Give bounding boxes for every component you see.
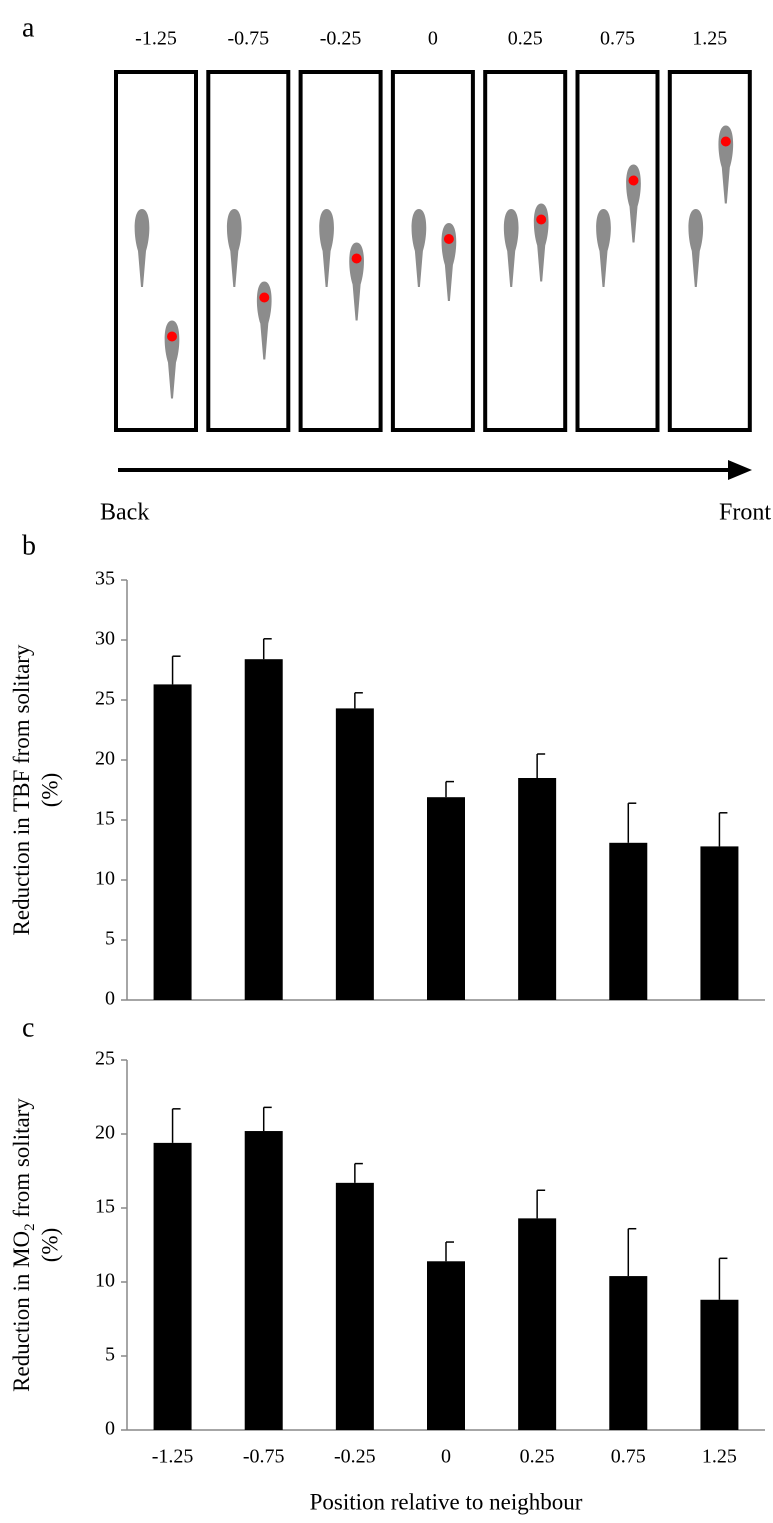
position-label: 0.25 (508, 28, 543, 50)
y-tick-label: 25 (95, 1048, 115, 1070)
bar (518, 1218, 557, 1430)
front-label: Front (719, 500, 771, 526)
y-axis-unit: (%) (37, 1228, 62, 1262)
bar (609, 842, 648, 1000)
x-tick-label: -1.25 (152, 1446, 194, 1468)
bar (427, 797, 465, 1000)
position-box (390, 70, 475, 432)
y-tick-label: 20 (95, 1122, 115, 1144)
y-tick-label: 15 (95, 1196, 115, 1218)
arrow-head (728, 460, 752, 480)
focal-marker (167, 331, 177, 342)
position-box (114, 70, 198, 432)
reference-fish (411, 209, 427, 287)
reference-fish (596, 209, 611, 287)
position-box (575, 70, 660, 432)
y-tick-label: 15 (95, 808, 115, 830)
y-axis-label: Reduction in TBF from solitary (9, 644, 34, 935)
y-label-after: from solitary (9, 1098, 34, 1224)
y-tick-label: 5 (105, 1344, 115, 1366)
focal-marker (259, 292, 270, 303)
bar (153, 1142, 192, 1430)
x-tick-label: 0 (441, 1446, 451, 1468)
bar (244, 1131, 283, 1430)
reference-fish (503, 209, 519, 287)
x-tick-label: 1.25 (702, 1446, 737, 1468)
position-label: 0.75 (600, 28, 635, 50)
focal-fish (256, 281, 272, 360)
y-tick-label: 25 (95, 688, 115, 710)
y-tick-label: 10 (95, 1270, 115, 1292)
y-tick-label: 20 (95, 748, 115, 770)
focal-marker (536, 214, 547, 225)
x-tick-label: 0.25 (520, 1446, 555, 1468)
y-tick-label: 0 (105, 988, 115, 1010)
focal-marker (351, 253, 362, 264)
position-label: -0.25 (320, 28, 362, 50)
focal-fish (718, 125, 734, 204)
focal-fish (533, 203, 549, 282)
y-tick-label: 35 (95, 568, 115, 590)
y-axis-unit: (%) (37, 773, 62, 807)
bar (609, 1276, 648, 1430)
bar (244, 659, 283, 1000)
y-tick-label: 5 (105, 928, 115, 950)
focal-fish (626, 164, 641, 243)
position-box (667, 70, 752, 432)
position-label: -0.75 (227, 28, 269, 50)
y-label-text: Reduction in MO (9, 1231, 34, 1392)
reference-fish (134, 209, 150, 287)
focal-fish (164, 320, 180, 399)
y-label-text: Reduction in TBF from solitary (9, 644, 34, 935)
reference-fish (319, 209, 334, 287)
panel-label: c (22, 1012, 34, 1043)
panel-label: a (22, 12, 35, 43)
position-box (206, 70, 291, 432)
position-label: 0 (428, 28, 438, 50)
focal-marker (628, 175, 639, 186)
x-tick-label: -0.75 (243, 1446, 285, 1468)
focal-fish (441, 223, 457, 301)
y-tick-label: 10 (95, 868, 115, 890)
position-box (483, 70, 568, 432)
position-label: -1.25 (135, 28, 177, 50)
bar (335, 1182, 374, 1430)
position-label: 1.25 (692, 28, 727, 50)
x-axis-label: Position relative to neighbour (310, 1489, 583, 1514)
focal-marker (443, 234, 454, 244)
bar (335, 708, 374, 1000)
bar (518, 778, 557, 1000)
focal-marker (720, 136, 731, 147)
x-tick-label: 0.75 (611, 1446, 646, 1468)
back-label: Back (100, 500, 149, 526)
bar (153, 684, 192, 1000)
y-tick-label: 0 (105, 1418, 115, 1440)
position-box (298, 70, 383, 432)
reference-fish (226, 209, 242, 287)
y-axis-label: Reduction in MO2 from solitary (9, 1098, 38, 1392)
x-tick-label: -0.25 (334, 1446, 376, 1468)
bar (700, 846, 739, 1000)
bar (700, 1299, 739, 1430)
bar (427, 1261, 465, 1430)
panel-label: b (22, 530, 36, 561)
y-tick-label: 30 (95, 628, 115, 650)
focal-fish (349, 242, 364, 321)
reference-fish (688, 209, 704, 287)
y-label-subscript: 2 (22, 1223, 38, 1231)
